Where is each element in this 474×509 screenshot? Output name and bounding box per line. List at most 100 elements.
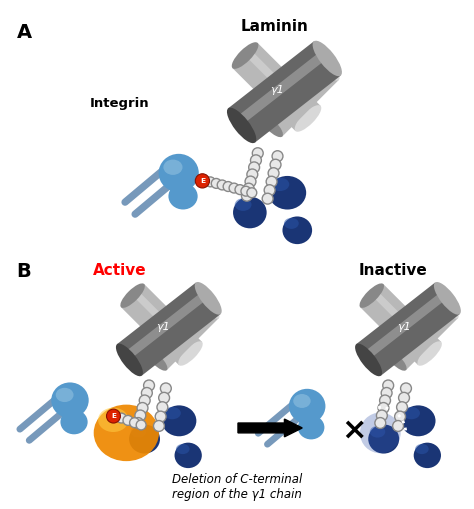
- Ellipse shape: [259, 113, 283, 137]
- Circle shape: [217, 180, 227, 190]
- Ellipse shape: [56, 388, 73, 402]
- Circle shape: [268, 168, 279, 179]
- Circle shape: [392, 420, 403, 432]
- Circle shape: [155, 411, 166, 422]
- Polygon shape: [260, 57, 339, 136]
- Ellipse shape: [401, 405, 436, 436]
- Circle shape: [241, 186, 251, 196]
- Text: E: E: [200, 178, 205, 184]
- Ellipse shape: [164, 160, 182, 175]
- Ellipse shape: [146, 349, 167, 371]
- Ellipse shape: [298, 415, 324, 439]
- Circle shape: [235, 185, 245, 194]
- Ellipse shape: [370, 426, 385, 438]
- Ellipse shape: [384, 349, 407, 371]
- Polygon shape: [266, 64, 328, 125]
- Text: A: A: [17, 23, 32, 42]
- Ellipse shape: [360, 412, 401, 453]
- Circle shape: [195, 174, 210, 188]
- Ellipse shape: [116, 344, 143, 376]
- Text: E: E: [111, 413, 116, 419]
- Circle shape: [241, 190, 252, 201]
- Ellipse shape: [289, 389, 326, 423]
- Ellipse shape: [418, 341, 442, 366]
- Ellipse shape: [283, 216, 312, 244]
- Ellipse shape: [235, 199, 252, 211]
- Ellipse shape: [51, 382, 89, 418]
- Text: Laminin: Laminin: [241, 19, 309, 34]
- Ellipse shape: [164, 407, 181, 419]
- Polygon shape: [360, 284, 441, 365]
- Circle shape: [272, 151, 283, 161]
- Circle shape: [229, 183, 239, 193]
- Circle shape: [139, 395, 150, 406]
- Circle shape: [380, 395, 391, 406]
- Ellipse shape: [434, 282, 461, 315]
- Ellipse shape: [284, 218, 299, 229]
- Circle shape: [401, 383, 411, 394]
- Ellipse shape: [178, 341, 203, 366]
- Circle shape: [123, 415, 133, 426]
- Circle shape: [250, 155, 261, 166]
- Polygon shape: [133, 291, 196, 353]
- Circle shape: [252, 148, 263, 159]
- Polygon shape: [228, 41, 341, 143]
- Text: ×: ×: [341, 415, 366, 444]
- Text: Active: Active: [92, 263, 146, 278]
- Polygon shape: [146, 297, 219, 370]
- Ellipse shape: [293, 394, 310, 408]
- Ellipse shape: [98, 408, 128, 432]
- Text: Integrin: Integrin: [90, 97, 149, 110]
- Circle shape: [136, 420, 146, 430]
- Circle shape: [141, 387, 152, 399]
- Polygon shape: [391, 303, 447, 360]
- Circle shape: [159, 392, 170, 403]
- Circle shape: [107, 409, 120, 423]
- Ellipse shape: [269, 176, 306, 210]
- Circle shape: [249, 162, 260, 173]
- Circle shape: [247, 169, 258, 180]
- Text: B: B: [17, 262, 31, 281]
- Circle shape: [266, 176, 277, 187]
- Ellipse shape: [232, 42, 258, 69]
- Circle shape: [262, 193, 273, 204]
- Polygon shape: [356, 282, 460, 376]
- Circle shape: [243, 183, 254, 194]
- Ellipse shape: [403, 407, 420, 419]
- Circle shape: [223, 182, 233, 191]
- Circle shape: [378, 403, 389, 413]
- Ellipse shape: [131, 426, 146, 438]
- Ellipse shape: [414, 443, 441, 468]
- Circle shape: [270, 159, 281, 170]
- Circle shape: [264, 185, 275, 195]
- Text: γ1: γ1: [397, 322, 411, 332]
- Ellipse shape: [176, 444, 190, 454]
- Text: γ1: γ1: [271, 85, 284, 95]
- Circle shape: [144, 380, 155, 391]
- Circle shape: [397, 402, 408, 413]
- Circle shape: [137, 403, 148, 413]
- Circle shape: [399, 392, 410, 403]
- Circle shape: [157, 402, 168, 413]
- Circle shape: [117, 413, 126, 423]
- Polygon shape: [233, 43, 320, 131]
- Ellipse shape: [94, 405, 159, 461]
- Circle shape: [245, 176, 256, 187]
- Ellipse shape: [271, 178, 289, 191]
- Ellipse shape: [355, 344, 382, 376]
- Circle shape: [211, 179, 221, 188]
- Circle shape: [376, 410, 387, 421]
- Circle shape: [160, 383, 171, 394]
- Polygon shape: [385, 297, 458, 370]
- Ellipse shape: [368, 425, 399, 454]
- Circle shape: [395, 411, 405, 422]
- Polygon shape: [124, 291, 208, 360]
- Ellipse shape: [174, 443, 202, 468]
- Circle shape: [135, 410, 146, 421]
- Ellipse shape: [233, 196, 267, 229]
- Text: γ1: γ1: [156, 322, 170, 332]
- FancyArrow shape: [238, 419, 302, 437]
- Ellipse shape: [60, 410, 88, 434]
- Circle shape: [154, 420, 164, 432]
- Circle shape: [383, 380, 393, 391]
